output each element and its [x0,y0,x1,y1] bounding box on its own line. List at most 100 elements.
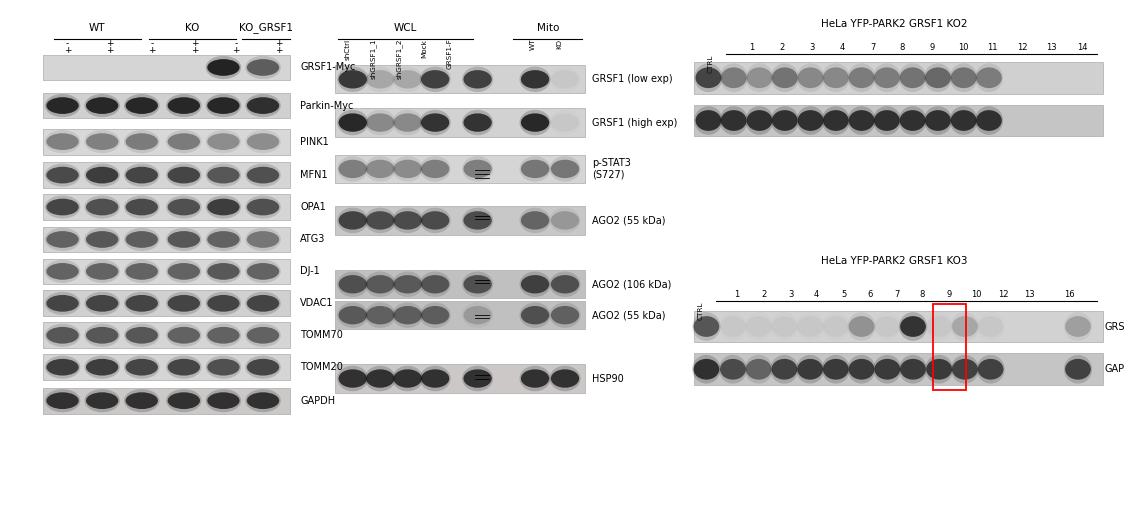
Text: WT: WT [89,24,105,33]
Ellipse shape [394,306,422,324]
Ellipse shape [464,211,492,230]
Ellipse shape [694,106,722,135]
Bar [43,290,290,316]
Ellipse shape [168,392,200,409]
Text: 1: 1 [749,43,754,52]
Ellipse shape [45,260,80,283]
Ellipse shape [124,324,160,347]
Ellipse shape [421,306,449,324]
Ellipse shape [900,359,926,380]
Ellipse shape [86,359,118,375]
Ellipse shape [978,359,1004,380]
Bar [335,154,585,183]
Ellipse shape [462,366,493,391]
Text: GRSF1-F: GRSF1-F [447,39,453,70]
Text: PINK1: PINK1 [300,136,330,147]
Ellipse shape [46,392,79,409]
Ellipse shape [126,133,158,150]
Ellipse shape [874,67,900,88]
Ellipse shape [366,113,395,132]
Ellipse shape [84,291,120,315]
Ellipse shape [207,327,240,344]
Text: 2: 2 [762,290,766,299]
Ellipse shape [821,63,850,92]
Ellipse shape [847,106,875,135]
Text: AGO2 (55 kDa): AGO2 (55 kDa) [592,215,665,226]
Ellipse shape [46,133,79,150]
Ellipse shape [168,327,200,344]
Ellipse shape [166,196,201,219]
Ellipse shape [521,160,549,178]
Text: 14: 14 [1077,43,1088,52]
Ellipse shape [394,211,422,230]
Ellipse shape [772,359,798,380]
Ellipse shape [207,133,240,150]
Text: GAPDH: GAPDH [300,396,335,406]
Ellipse shape [420,66,451,92]
Text: 8: 8 [900,43,904,52]
Ellipse shape [520,208,550,233]
Ellipse shape [745,355,773,384]
Ellipse shape [899,63,927,92]
Text: KO: KO [556,39,562,48]
Ellipse shape [245,389,281,412]
Text: 10: 10 [957,43,969,52]
Ellipse shape [168,359,200,375]
Ellipse shape [464,113,492,132]
Ellipse shape [848,67,874,88]
Ellipse shape [520,271,550,297]
Ellipse shape [821,106,850,135]
Ellipse shape [1065,359,1091,380]
Ellipse shape [721,110,747,131]
Text: p-STAT3
(S727): p-STAT3 (S727) [592,158,631,180]
Text: -: - [151,39,153,48]
Ellipse shape [899,312,927,341]
Ellipse shape [952,316,978,337]
Ellipse shape [168,97,200,114]
Ellipse shape [84,260,120,283]
Ellipse shape [206,164,241,187]
Ellipse shape [45,389,80,412]
Text: GRSF1 (low exp): GRSF1 (low exp) [592,74,673,84]
Text: -: - [235,39,237,48]
Ellipse shape [206,228,241,251]
Ellipse shape [338,110,368,135]
Bar [694,105,1102,136]
Ellipse shape [520,110,550,135]
Text: 2: 2 [780,43,784,52]
Ellipse shape [206,56,241,79]
Ellipse shape [951,355,979,384]
Ellipse shape [126,231,158,248]
Ellipse shape [925,67,951,88]
Ellipse shape [394,160,422,178]
Text: -: - [66,39,69,48]
Ellipse shape [126,359,158,375]
Text: KO: KO [186,24,199,33]
Ellipse shape [126,327,158,344]
Ellipse shape [207,199,240,215]
Text: 9: 9 [930,43,935,52]
Ellipse shape [366,275,395,294]
Ellipse shape [206,130,241,153]
Ellipse shape [246,97,279,114]
Text: +: + [191,46,198,56]
Ellipse shape [166,389,201,412]
Ellipse shape [521,70,549,89]
Ellipse shape [796,63,825,92]
Ellipse shape [900,67,926,88]
Ellipse shape [206,94,241,117]
Ellipse shape [246,133,279,150]
Ellipse shape [339,211,367,230]
Ellipse shape [206,260,241,283]
Ellipse shape [951,110,976,131]
Ellipse shape [366,211,395,230]
Ellipse shape [338,208,368,233]
Ellipse shape [549,271,580,297]
Ellipse shape [339,306,367,324]
Ellipse shape [420,208,451,233]
Ellipse shape [874,110,900,131]
Ellipse shape [900,110,926,131]
Text: ATG3: ATG3 [300,234,326,245]
Ellipse shape [420,302,451,328]
Ellipse shape [246,359,279,375]
